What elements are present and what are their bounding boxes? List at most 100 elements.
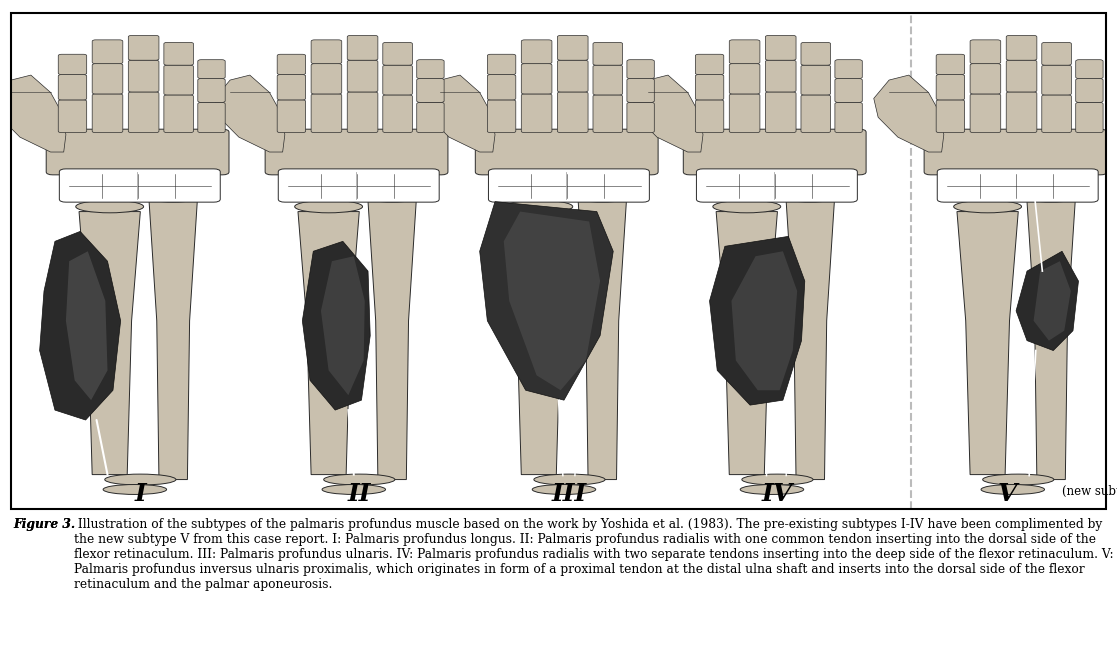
FancyBboxPatch shape	[383, 42, 412, 65]
FancyBboxPatch shape	[312, 94, 342, 133]
FancyBboxPatch shape	[383, 65, 412, 95]
FancyBboxPatch shape	[58, 54, 87, 74]
Ellipse shape	[534, 474, 605, 485]
Ellipse shape	[783, 191, 838, 202]
Ellipse shape	[324, 474, 394, 485]
FancyBboxPatch shape	[164, 95, 193, 133]
FancyBboxPatch shape	[627, 59, 655, 78]
FancyBboxPatch shape	[834, 78, 862, 103]
FancyBboxPatch shape	[557, 60, 588, 92]
FancyBboxPatch shape	[58, 74, 87, 100]
Ellipse shape	[742, 474, 813, 485]
FancyBboxPatch shape	[198, 59, 226, 78]
Polygon shape	[424, 75, 495, 152]
Polygon shape	[579, 202, 627, 479]
FancyBboxPatch shape	[277, 74, 306, 100]
FancyBboxPatch shape	[970, 40, 1001, 64]
Ellipse shape	[295, 200, 363, 213]
FancyBboxPatch shape	[593, 65, 622, 95]
Text: III: III	[552, 483, 588, 507]
FancyBboxPatch shape	[729, 40, 760, 64]
Ellipse shape	[532, 485, 595, 494]
FancyBboxPatch shape	[1006, 35, 1037, 60]
FancyBboxPatch shape	[522, 64, 552, 94]
FancyBboxPatch shape	[198, 78, 226, 103]
FancyBboxPatch shape	[93, 40, 123, 64]
FancyBboxPatch shape	[1006, 92, 1037, 133]
Text: Figure 3.: Figure 3.	[13, 518, 76, 532]
Text: II: II	[347, 483, 371, 507]
Ellipse shape	[741, 485, 804, 494]
Polygon shape	[957, 212, 1019, 475]
Ellipse shape	[575, 191, 630, 202]
FancyBboxPatch shape	[278, 169, 439, 202]
FancyBboxPatch shape	[970, 94, 1001, 133]
Text: IV: IV	[762, 483, 793, 507]
Polygon shape	[39, 231, 121, 420]
FancyBboxPatch shape	[834, 59, 862, 78]
FancyBboxPatch shape	[488, 169, 649, 202]
Text: I: I	[134, 483, 146, 507]
Polygon shape	[0, 75, 66, 152]
FancyBboxPatch shape	[936, 54, 965, 74]
Ellipse shape	[954, 200, 1022, 213]
FancyBboxPatch shape	[695, 74, 724, 100]
FancyBboxPatch shape	[93, 64, 123, 94]
Polygon shape	[504, 212, 600, 390]
Polygon shape	[479, 202, 613, 400]
Ellipse shape	[146, 191, 201, 202]
FancyBboxPatch shape	[936, 74, 965, 100]
FancyBboxPatch shape	[1076, 103, 1104, 133]
FancyBboxPatch shape	[834, 103, 862, 133]
FancyBboxPatch shape	[627, 103, 655, 133]
FancyBboxPatch shape	[347, 35, 378, 60]
Polygon shape	[214, 75, 285, 152]
FancyBboxPatch shape	[695, 54, 724, 74]
Text: Illustration of the subtypes of the palmaris profundus muscle based on the work : Illustration of the subtypes of the palm…	[74, 518, 1114, 592]
Text: V: V	[997, 483, 1016, 507]
FancyBboxPatch shape	[312, 40, 342, 64]
FancyBboxPatch shape	[801, 65, 831, 95]
Polygon shape	[1033, 261, 1071, 341]
FancyBboxPatch shape	[1042, 95, 1071, 133]
FancyBboxPatch shape	[277, 100, 306, 133]
Polygon shape	[716, 212, 777, 475]
FancyBboxPatch shape	[93, 94, 123, 133]
FancyBboxPatch shape	[164, 42, 193, 65]
FancyBboxPatch shape	[128, 60, 159, 92]
Ellipse shape	[1023, 191, 1079, 202]
FancyBboxPatch shape	[417, 103, 445, 133]
Ellipse shape	[103, 485, 166, 494]
Polygon shape	[1016, 251, 1079, 351]
FancyBboxPatch shape	[417, 78, 445, 103]
Ellipse shape	[981, 485, 1044, 494]
FancyBboxPatch shape	[198, 103, 226, 133]
FancyBboxPatch shape	[593, 42, 622, 65]
FancyBboxPatch shape	[1006, 60, 1037, 92]
FancyBboxPatch shape	[1076, 59, 1104, 78]
Polygon shape	[508, 212, 570, 475]
Polygon shape	[66, 251, 107, 400]
FancyBboxPatch shape	[164, 65, 193, 95]
FancyBboxPatch shape	[627, 78, 655, 103]
Ellipse shape	[365, 191, 420, 202]
FancyBboxPatch shape	[46, 129, 229, 175]
FancyBboxPatch shape	[924, 129, 1107, 175]
Ellipse shape	[76, 200, 144, 213]
Polygon shape	[633, 75, 703, 152]
FancyBboxPatch shape	[801, 95, 831, 133]
Ellipse shape	[713, 200, 781, 213]
Polygon shape	[79, 212, 141, 475]
Polygon shape	[873, 75, 944, 152]
Polygon shape	[1027, 202, 1076, 479]
FancyBboxPatch shape	[696, 169, 858, 202]
FancyBboxPatch shape	[312, 64, 342, 94]
FancyBboxPatch shape	[936, 100, 965, 133]
Polygon shape	[709, 236, 804, 405]
Text: (new subtype): (new subtype)	[1062, 485, 1117, 498]
FancyBboxPatch shape	[937, 169, 1098, 202]
FancyBboxPatch shape	[765, 35, 796, 60]
FancyBboxPatch shape	[801, 42, 831, 65]
FancyBboxPatch shape	[729, 94, 760, 133]
Polygon shape	[367, 202, 417, 479]
